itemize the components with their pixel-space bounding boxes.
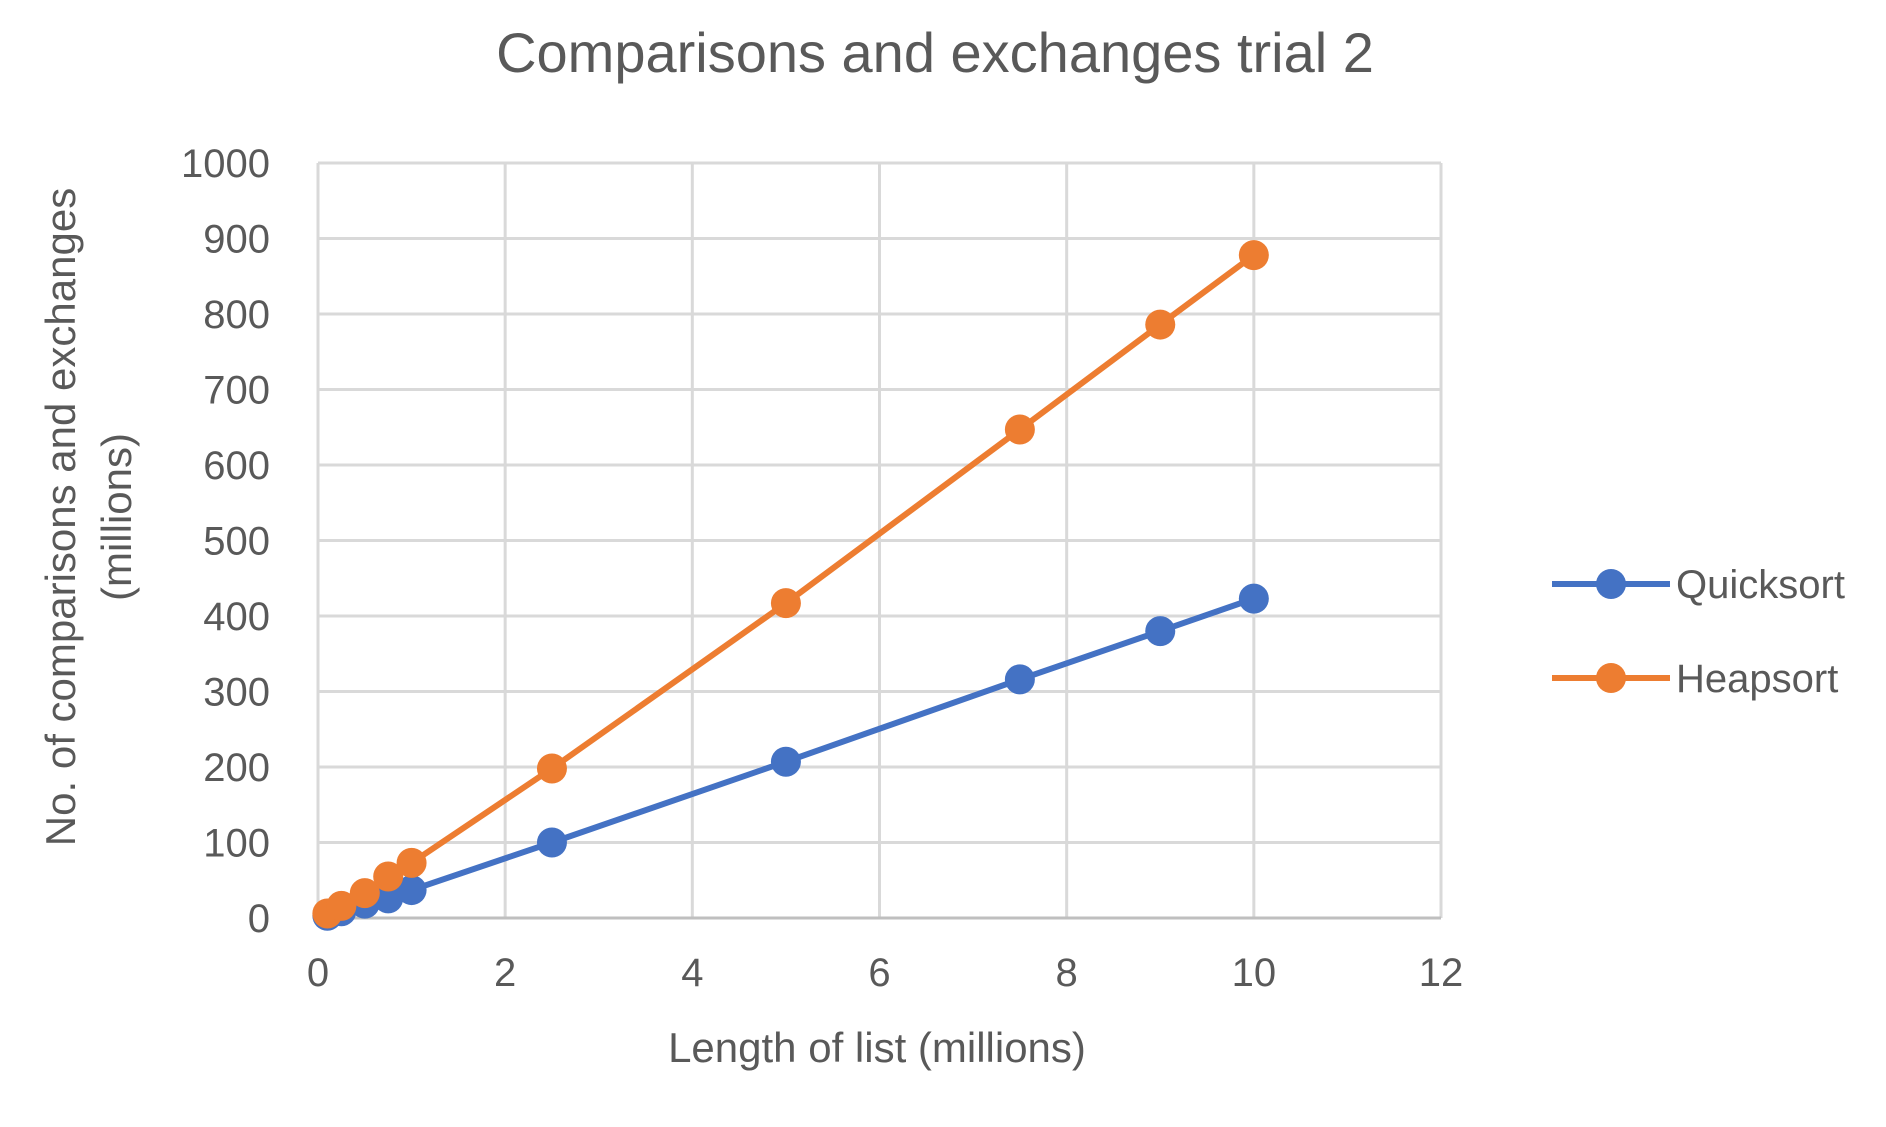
series-heapsort: [312, 240, 1269, 929]
x-tick-label: 12: [1419, 951, 1464, 995]
axis-layer: [316, 163, 1441, 920]
grid-layer: [316, 161, 1443, 920]
heapsort-legend-label: Heapsort: [1676, 657, 1838, 701]
chart-title: Comparisons and exchanges trial 2: [496, 21, 1374, 84]
quicksort-point: [373, 883, 404, 914]
y-tick-label: 100: [203, 822, 270, 866]
y-tick-label: 0: [248, 897, 270, 941]
x-axis-label: Length of list (millions): [668, 1024, 1086, 1071]
heapsort-point: [536, 753, 567, 784]
y-axis-label-line-2: (millions): [93, 433, 140, 601]
x-tick-label: 4: [681, 951, 703, 995]
quicksort-point: [1145, 616, 1176, 647]
heapsort-point: [1004, 414, 1035, 445]
heapsort-point: [1145, 309, 1176, 340]
quicksort-point: [536, 827, 567, 858]
quicksort-point: [770, 746, 801, 777]
quicksort-point: [1004, 664, 1035, 695]
legend-item-heapsort: Heapsort: [1552, 657, 1838, 701]
y-axis-label-group: No. of comparisons and exchanges (millio…: [37, 188, 140, 846]
y-tick-label: 500: [203, 520, 270, 564]
heapsort-point: [349, 878, 380, 909]
series-layer: [312, 240, 1269, 931]
y-tick-label: 1000: [181, 142, 270, 186]
y-tick-label: 400: [203, 595, 270, 639]
heapsort-point: [373, 861, 404, 892]
heapsort-point: [770, 588, 801, 619]
x-tick-label: 8: [1056, 951, 1078, 995]
heapsort-legend-marker: [1596, 663, 1626, 693]
heapsort-point: [1238, 240, 1269, 271]
y-tick-label: 800: [203, 293, 270, 337]
x-tick-label: 0: [307, 951, 329, 995]
x-tick-label: 2: [494, 951, 516, 995]
y-tick-label: 900: [203, 218, 270, 262]
y-tick-label: 200: [203, 746, 270, 790]
heapsort-point: [326, 890, 357, 921]
y-axis-label-line-1: No. of comparisons and exchanges: [37, 188, 84, 846]
quicksort-point: [1238, 583, 1269, 614]
x-tick-label: 10: [1232, 951, 1277, 995]
legend-item-quicksort: Quicksort: [1552, 563, 1845, 607]
heapsort-point: [396, 847, 427, 878]
y-tick-label: 300: [203, 671, 270, 715]
legend: Quicksort Heapsort: [1552, 563, 1845, 701]
quicksort-point: [396, 875, 427, 906]
tick-labels: 0 100 200 300 400 500 600 700 800 900 1000 0 2 4 6 8 10 1…: [181, 142, 1463, 995]
x-tick-label: 6: [868, 951, 890, 995]
y-tick-label: 700: [203, 369, 270, 413]
y-tick-label: 600: [203, 444, 270, 488]
heapsort-line: [325, 252, 1256, 917]
quicksort-legend-label: Quicksort: [1676, 563, 1845, 607]
quicksort-legend-marker: [1596, 569, 1626, 599]
series-quicksort: [312, 583, 1269, 931]
